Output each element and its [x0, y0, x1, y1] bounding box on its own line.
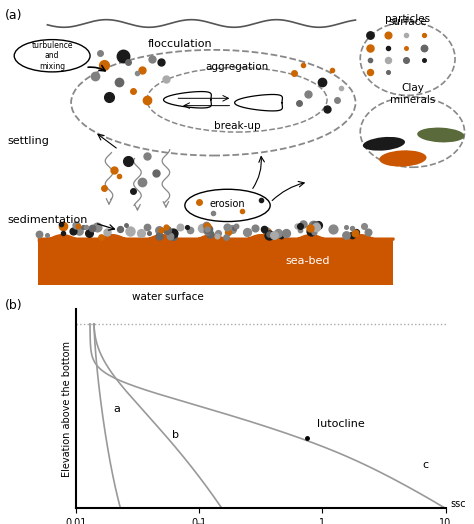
Ellipse shape	[185, 189, 270, 222]
Text: lutocline: lutocline	[317, 419, 365, 429]
Text: b: b	[172, 430, 179, 440]
FancyBboxPatch shape	[38, 238, 393, 285]
Ellipse shape	[379, 150, 427, 167]
Text: ssc: ssc	[451, 499, 466, 509]
Text: turbulence
and
mixing: turbulence and mixing	[31, 41, 73, 71]
Text: Clay
minerals: Clay minerals	[390, 83, 435, 105]
Text: c: c	[422, 460, 428, 470]
Ellipse shape	[363, 137, 405, 151]
Text: erosion: erosion	[210, 199, 246, 209]
Text: settling: settling	[7, 136, 49, 146]
Text: (b): (b)	[5, 299, 22, 312]
Text: water surface: water surface	[132, 292, 204, 302]
Ellipse shape	[417, 127, 465, 143]
Text: surface: surface	[389, 17, 428, 27]
Text: break-up: break-up	[214, 121, 260, 131]
Text: (a): (a)	[5, 9, 22, 22]
Y-axis label: Elevation above the bottom: Elevation above the bottom	[62, 341, 72, 477]
Text: flocculation: flocculation	[148, 39, 212, 49]
Text: a: a	[113, 405, 120, 414]
Text: aggregation: aggregation	[205, 62, 269, 72]
Ellipse shape	[14, 40, 90, 72]
Text: sea-bed: sea-bed	[286, 256, 330, 266]
Text: particles: particles	[385, 14, 430, 24]
Text: sedimentation: sedimentation	[7, 215, 88, 225]
